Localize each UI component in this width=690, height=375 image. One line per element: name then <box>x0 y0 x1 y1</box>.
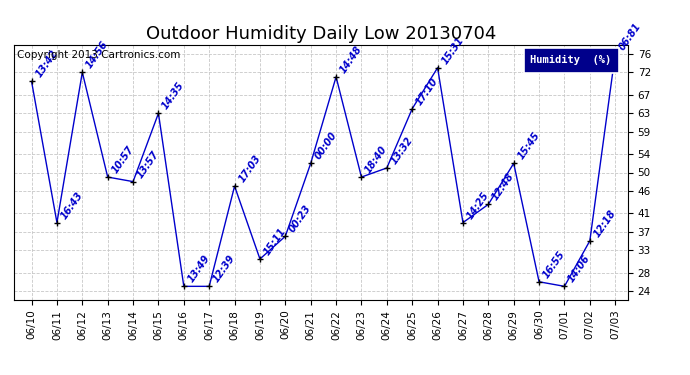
Text: 15:11: 15:11 <box>262 226 288 257</box>
Text: 13:32: 13:32 <box>389 135 415 166</box>
Text: 12:48: 12:48 <box>491 171 516 202</box>
Text: Humidity  (%): Humidity (%) <box>531 55 612 65</box>
Text: 00:00: 00:00 <box>313 130 339 162</box>
Text: 10:57: 10:57 <box>110 144 136 175</box>
Title: Outdoor Humidity Daily Low 20130704: Outdoor Humidity Daily Low 20130704 <box>146 26 496 44</box>
Text: 16:43: 16:43 <box>59 190 85 221</box>
Text: 00:23: 00:23 <box>287 203 313 234</box>
Text: 16:55: 16:55 <box>541 249 567 280</box>
FancyBboxPatch shape <box>524 48 619 73</box>
Text: 14:56: 14:56 <box>84 39 110 70</box>
Text: 17:03: 17:03 <box>237 153 262 184</box>
Text: 17:10: 17:10 <box>414 76 440 107</box>
Text: 06:81: 06:81 <box>618 21 643 52</box>
Text: Copyright 2013 Cartronics.com: Copyright 2013 Cartronics.com <box>17 50 180 60</box>
Text: 13:42: 13:42 <box>34 49 59 80</box>
Text: 14:06: 14:06 <box>566 254 593 285</box>
Text: 14:25: 14:25 <box>465 190 491 221</box>
Text: 15:45: 15:45 <box>515 130 542 162</box>
Text: 14:48: 14:48 <box>338 44 364 75</box>
Text: 12:39: 12:39 <box>211 254 237 285</box>
Text: 14:35: 14:35 <box>161 81 186 111</box>
Text: 18:40: 18:40 <box>364 144 389 175</box>
Text: 12:18: 12:18 <box>592 208 618 239</box>
Text: 13:57: 13:57 <box>135 149 161 180</box>
Text: 15:31: 15:31 <box>440 35 466 66</box>
Text: 13:49: 13:49 <box>186 254 212 285</box>
